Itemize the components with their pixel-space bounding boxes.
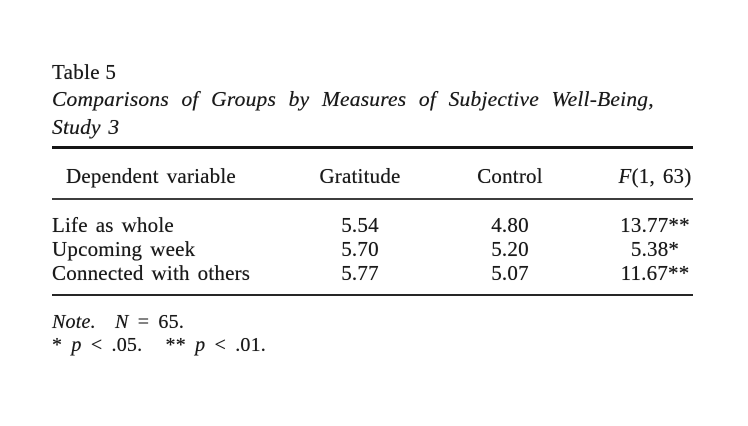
- gratitude-value: 5.70: [341, 237, 379, 261]
- table-number-label: Table 5: [52, 60, 117, 84]
- table-body: Life as whole 5.54 4.80 13.77** Upcoming…: [52, 200, 693, 294]
- significance-line: * p < .05. ** p < .01.: [52, 334, 693, 357]
- f-value: 13.77**: [620, 213, 690, 237]
- f-value: 5.38*: [630, 237, 680, 261]
- row-label: Connected with others: [52, 261, 251, 285]
- row-label: Upcoming week: [52, 237, 196, 261]
- column-header-dependent-variable: Dependent variable: [66, 164, 236, 188]
- control-value: 5.07: [491, 261, 529, 285]
- gratitude-value: 5.54: [341, 213, 379, 237]
- table-5-block: Table 5 Comparisons of Groups by Measure…: [52, 0, 693, 357]
- sig-p-symbol: p: [195, 334, 206, 356]
- note-n-symbol: N: [114, 311, 129, 333]
- sig-star-single: *: [52, 334, 63, 356]
- control-value: 5.20: [491, 237, 529, 261]
- column-spacer: [582, 237, 617, 261]
- f-statistic-df: (1, 63): [631, 164, 692, 188]
- column-spacer: [582, 213, 617, 237]
- note-n-value: = 65.: [137, 311, 185, 333]
- table-bottom-rule: [52, 294, 693, 296]
- row-label: Life as whole: [52, 213, 174, 237]
- column-spacer: [582, 165, 617, 187]
- column-header-f-statistic: F(1, 63): [617, 165, 693, 187]
- f-statistic-symbol: F: [618, 164, 632, 188]
- table-title-line1: Comparisons of Groups by Measures of Sub…: [52, 87, 654, 111]
- gratitude-value: 5.77: [341, 261, 379, 285]
- table-title-line2: Study 3: [52, 115, 120, 139]
- table-row: Upcoming week 5.70 5.20 5.38*: [52, 237, 693, 261]
- sig-threshold-05: < .05.: [90, 334, 143, 356]
- table-row: Connected with others 5.77 5.07 11.67**: [52, 261, 693, 285]
- table-header-row: Dependent variable Gratitude Control F(1…: [52, 149, 693, 198]
- note-label: Note.: [52, 311, 96, 333]
- sig-threshold-01: < .01.: [214, 334, 266, 356]
- sig-p-symbol: p: [71, 334, 82, 356]
- sig-star-double: **: [165, 334, 186, 356]
- column-header-gratitude: Gratitude: [319, 164, 401, 188]
- table-notes: Note. N = 65. * p < .05. ** p < .01.: [52, 311, 693, 357]
- note-line: Note. N = 65.: [52, 311, 693, 334]
- column-spacer: [582, 261, 617, 285]
- table-top-rule: [52, 146, 693, 149]
- table-row: Life as whole 5.54 4.80 13.77**: [52, 213, 693, 237]
- f-value: 11.67**: [620, 261, 690, 285]
- control-value: 4.80: [491, 213, 529, 237]
- column-header-control: Control: [477, 164, 543, 188]
- table-header-rule: [52, 198, 693, 200]
